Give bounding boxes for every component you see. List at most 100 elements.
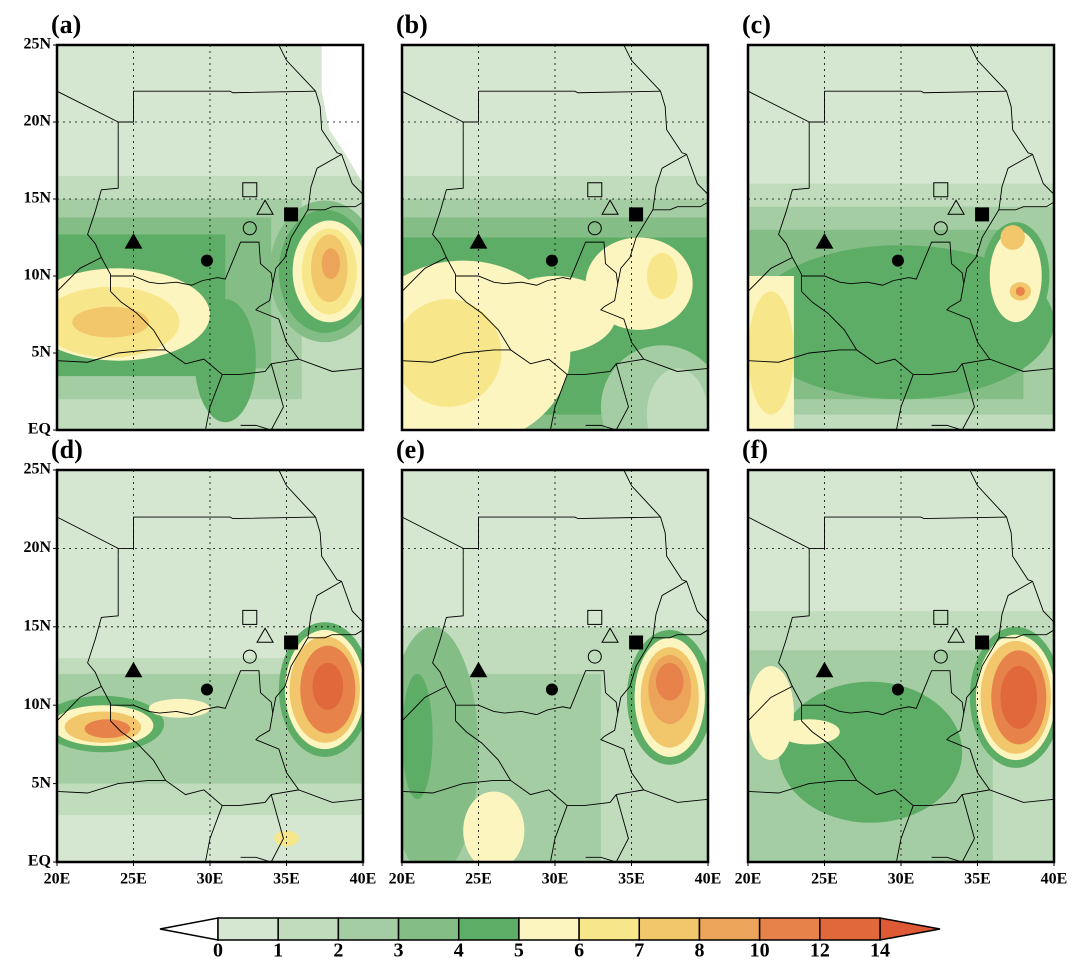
- border: [57, 257, 102, 292]
- border: [240, 856, 272, 862]
- lon-tick-label: 25E: [465, 871, 492, 888]
- lon-tick-label: 25E: [120, 871, 147, 888]
- border: [57, 349, 166, 363]
- station-marker: [587, 182, 603, 198]
- border: [748, 257, 793, 292]
- border: [748, 685, 793, 722]
- border: [57, 516, 119, 549]
- shading: [493, 276, 617, 353]
- border: [961, 363, 975, 430]
- shading: [84, 719, 131, 739]
- station-marker: [469, 233, 488, 249]
- lon-tick-label: 40E: [350, 871, 377, 888]
- lon-tick-label: 35E: [618, 871, 645, 888]
- shading: [72, 306, 149, 338]
- colorbar-label: 14: [870, 940, 890, 962]
- shading: [778, 681, 963, 823]
- colorbar-box: [578, 917, 641, 941]
- border: [660, 91, 708, 195]
- station-marker: [587, 609, 603, 625]
- border: [402, 349, 511, 363]
- station-marker: [124, 233, 143, 249]
- station-marker: [933, 221, 948, 236]
- station-marker: [947, 199, 965, 215]
- colorbar-box: [819, 917, 881, 941]
- border: [57, 685, 102, 722]
- lat-tick-label: 20N: [23, 539, 51, 556]
- map-panel: [748, 45, 1054, 430]
- station-marker: [256, 627, 274, 643]
- border: [998, 629, 1054, 639]
- lon-tick-label: 35E: [964, 871, 991, 888]
- map-panel: [748, 470, 1054, 862]
- station-marker: [815, 233, 834, 249]
- lon-tick-label: 30E: [197, 871, 224, 888]
- station-marker: [200, 683, 213, 696]
- border: [931, 856, 963, 862]
- panel-label: (b): [396, 10, 428, 39]
- colorbar-under: [159, 917, 219, 941]
- shading: [1000, 225, 1025, 250]
- border: [623, 470, 661, 518]
- border: [432, 556, 464, 721]
- colorbar-box: [397, 917, 460, 941]
- station-marker: [200, 254, 213, 267]
- border: [998, 201, 1054, 211]
- border: [585, 424, 617, 430]
- station-marker: [947, 627, 965, 643]
- colorbar-label: 0: [213, 940, 223, 962]
- border: [895, 805, 914, 862]
- station-marker: [601, 199, 619, 215]
- shading: [585, 237, 693, 330]
- station-marker: [975, 207, 990, 222]
- border: [110, 670, 274, 716]
- station-marker: [933, 182, 949, 198]
- border: [969, 470, 1007, 518]
- shading: [989, 229, 1042, 323]
- shading: [194, 299, 256, 423]
- border: [57, 780, 166, 794]
- border: [87, 129, 119, 292]
- border: [801, 720, 990, 807]
- border: [110, 291, 299, 376]
- shading: [402, 299, 502, 407]
- border: [240, 424, 272, 430]
- station-marker: [629, 635, 644, 650]
- border: [801, 291, 990, 376]
- border: [315, 516, 363, 623]
- shading: [274, 830, 299, 847]
- lon-tick-label: 35E: [273, 871, 300, 888]
- border: [969, 45, 1007, 92]
- border: [748, 780, 857, 794]
- border: [278, 45, 316, 92]
- shading: [463, 791, 525, 862]
- colorbar-box: [698, 917, 761, 941]
- station-marker: [933, 609, 949, 625]
- shading: [748, 291, 794, 415]
- station-marker: [975, 635, 990, 650]
- border: [455, 291, 644, 376]
- lon-tick-label: 20E: [735, 871, 762, 888]
- shading: [778, 719, 840, 745]
- lat-tick-label: 10N: [23, 267, 51, 284]
- shading: [646, 252, 678, 300]
- border: [652, 629, 708, 639]
- lat-tick-label: 15N: [23, 190, 51, 207]
- colorbar-over: [879, 917, 941, 941]
- border: [204, 805, 223, 862]
- border: [307, 201, 363, 211]
- colorbar-label: 2: [333, 940, 343, 962]
- colorbar-label: 6: [574, 940, 584, 962]
- lon-tick-label: 40E: [1041, 871, 1068, 888]
- border: [402, 257, 447, 292]
- border: [748, 349, 857, 363]
- border: [748, 516, 810, 549]
- border: [961, 794, 975, 862]
- border: [1006, 91, 1054, 195]
- colorbar-box: [758, 917, 821, 941]
- station-marker: [587, 649, 602, 664]
- lat-tick-label: 5N: [31, 774, 51, 791]
- border: [615, 794, 629, 862]
- shading: [402, 673, 433, 800]
